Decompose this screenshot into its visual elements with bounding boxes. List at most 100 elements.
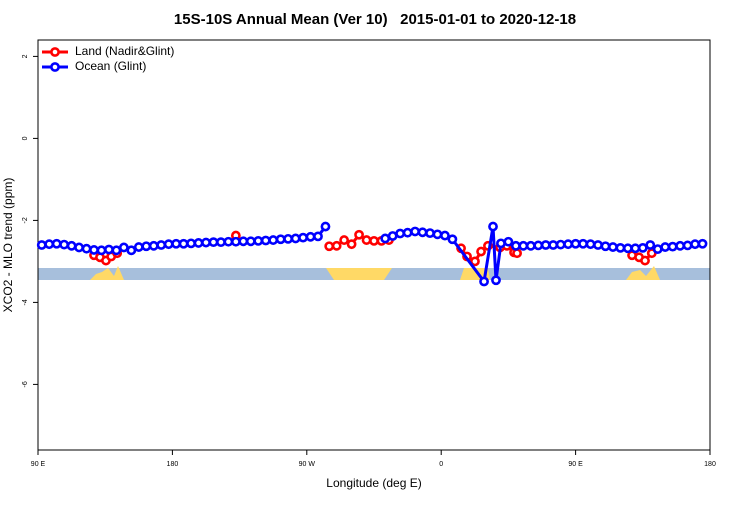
data-point [525, 240, 536, 251]
data-point [216, 237, 226, 248]
data-point [275, 234, 286, 245]
data-point [313, 231, 323, 242]
data-point [111, 245, 122, 256]
data-point [36, 240, 47, 250]
data-point [637, 242, 648, 253]
data-point [570, 238, 581, 249]
data-point [324, 241, 335, 252]
data-point [339, 235, 350, 245]
x-tick-label: 90 E [31, 461, 46, 468]
x-tick-label: 0 [439, 461, 443, 468]
data-point [223, 236, 234, 247]
data-point [563, 239, 574, 250]
data-point [608, 242, 618, 252]
data-point [512, 248, 522, 259]
data-point [593, 240, 603, 250]
data-point [44, 239, 55, 250]
data-point [89, 245, 99, 255]
data-point [447, 234, 458, 245]
data-point [290, 233, 301, 244]
y-tick-label: -2 [22, 217, 29, 223]
data-point [245, 236, 256, 247]
data-point [253, 235, 264, 246]
legend-label: Land (Nadir&Glint) [75, 44, 174, 58]
data-point [496, 238, 506, 249]
data-point [283, 233, 294, 244]
data-point [417, 227, 428, 238]
data-point [186, 238, 196, 249]
data-point [682, 240, 693, 251]
data-point [476, 246, 486, 257]
data-point [600, 241, 611, 252]
legend-label: Ocean (Glint) [75, 59, 146, 73]
data-point [652, 244, 663, 254]
data-point [354, 229, 364, 240]
data-point [141, 241, 152, 252]
legend-swatch-marker [50, 47, 60, 57]
x-tick-label: 90 E [568, 461, 583, 468]
data-point [585, 239, 596, 250]
data-point [425, 228, 435, 239]
data-point [630, 243, 641, 254]
land-shape [326, 268, 392, 280]
data-point [238, 236, 249, 247]
data-point [690, 239, 700, 250]
data-point [178, 238, 189, 249]
data-point [260, 235, 271, 246]
data-point [59, 239, 70, 250]
data-point [640, 255, 650, 266]
data-point [133, 242, 144, 252]
x-axis-label: Longitude (deg E) [326, 476, 421, 490]
data-point [402, 227, 413, 238]
data-point [201, 237, 211, 248]
data-point [126, 245, 137, 256]
data-point [331, 240, 342, 251]
data-point [320, 221, 331, 232]
data-point [555, 239, 566, 250]
data-point [96, 245, 107, 256]
data-point [81, 243, 92, 254]
y-tick-label: -6 [22, 381, 29, 387]
chart-title: 15S-10S Annual Mean (Ver 10) 2015-01-01 … [174, 11, 576, 28]
data-point [193, 238, 204, 248]
y-axis-label: XCO2 - MLO trend (ppm) [1, 178, 15, 313]
data-point [104, 244, 114, 255]
data-point [660, 242, 671, 252]
data-point [171, 238, 182, 249]
data-point [163, 239, 174, 250]
data-point [298, 232, 308, 243]
data-point [387, 231, 398, 241]
y-tick-label: 2 [22, 54, 29, 58]
data-point [518, 240, 529, 251]
data-point [645, 240, 656, 250]
data-point [503, 236, 514, 247]
data-point [578, 238, 588, 249]
data-point [230, 236, 241, 247]
data-point [675, 240, 686, 251]
data-point [548, 240, 559, 250]
data-point [305, 231, 316, 242]
land-shape [90, 266, 124, 280]
data-point [491, 275, 501, 286]
data-point [148, 240, 159, 251]
x-tick-label: 90 W [299, 461, 316, 468]
data-point [622, 243, 633, 254]
data-point [380, 233, 391, 244]
data-point [432, 229, 443, 240]
data-point [395, 228, 406, 239]
data-point [410, 226, 420, 237]
data-point [51, 238, 62, 249]
data-point [667, 241, 678, 252]
data-point [470, 256, 480, 267]
data-point [440, 230, 450, 241]
data-point [533, 240, 544, 251]
data-point [697, 238, 708, 249]
data-point [268, 235, 279, 245]
map-strip [38, 266, 710, 280]
data-point [118, 242, 129, 253]
data-point [540, 240, 551, 250]
land-shape [626, 266, 660, 280]
data-point [510, 240, 521, 251]
data-point [208, 237, 219, 248]
